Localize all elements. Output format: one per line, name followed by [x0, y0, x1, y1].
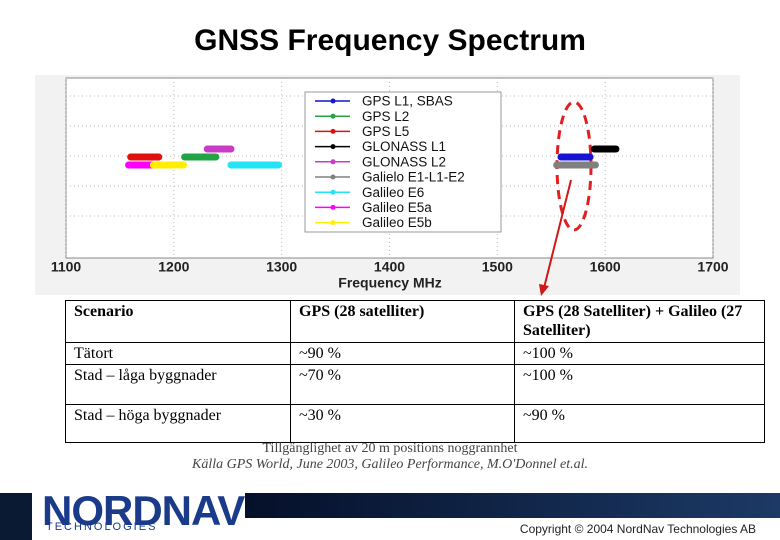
legend-marker	[330, 204, 336, 210]
legend-marker	[330, 220, 336, 226]
legend-label: GPS L1, SBAS	[362, 94, 453, 109]
chart: Frequency MHz 1100 1200 1300 1400 1500 1600 17…	[35, 75, 740, 296]
table-header-row: Scenario GPS (28 satelliter) GPS (28 Satel…	[65, 300, 765, 343]
legend-label: Galileo E5a	[362, 200, 432, 215]
legend-marker	[330, 98, 336, 104]
table-cell: Stad – låga byggnader	[65, 364, 291, 405]
table-cell: Tätort	[65, 342, 291, 365]
table-row: Tätort ~90 % ~100 %	[65, 342, 765, 365]
table-header-cell: GPS (28 Satelliter) + Galileo (27 Satell…	[514, 300, 765, 343]
legend-label: Galileo E6	[362, 185, 424, 200]
x-tick-label: 1600	[590, 259, 621, 275]
logo: NORDNAV	[42, 487, 245, 534]
legend-marker	[330, 189, 336, 195]
slide-title: GNSS Frequency Spectrum	[194, 24, 586, 57]
legend-marker	[330, 159, 336, 165]
copyright: Copyright © 2004 NordNav Technologies AB	[519, 522, 756, 536]
legend-label: Galileo E5b	[362, 215, 432, 230]
footer-bar	[245, 493, 780, 518]
arrow	[543, 179, 572, 289]
x-tick-label: 1300	[266, 259, 297, 275]
legend-label: GLONASS L2	[362, 154, 446, 169]
table-cell: Stad – höga byggnader	[65, 404, 291, 443]
x-tick-label: 1500	[482, 259, 513, 275]
footer-image	[0, 493, 32, 540]
table-cell: ~100 %	[514, 364, 765, 405]
caption: Tillgänglighet av 20 m positions noggran…	[262, 441, 518, 456]
legend-label: GPS L5	[362, 124, 409, 139]
legend-label: GPS L2	[362, 109, 409, 124]
x-axis-label: Frequency MHz	[338, 275, 441, 291]
table-header-cell: Scenario	[65, 300, 291, 343]
legend-marker	[330, 174, 336, 180]
legend-label: GLONASS L1	[362, 139, 446, 154]
x-tick-label: 1100	[51, 259, 82, 275]
table-row: Stad – höga byggnader ~30 % ~90 %	[65, 404, 765, 443]
table-cell: ~30 %	[290, 404, 515, 443]
table-cell: ~90 %	[290, 342, 515, 365]
table-cell: ~100 %	[514, 342, 765, 365]
legend-label: Galielo E1-L1-E2	[362, 170, 465, 185]
x-tick-label: 1200	[158, 259, 189, 275]
table-row: Stad – låga byggnader ~70 % ~100 %	[65, 364, 765, 405]
x-tick-label: 1700	[697, 259, 728, 275]
legend-marker	[330, 144, 336, 150]
legend-marker	[330, 113, 336, 119]
logo-sub: TECHNOLOGIES	[46, 521, 158, 533]
table-header-cell: GPS (28 satelliter)	[290, 300, 515, 343]
table-cell: ~90 %	[514, 404, 765, 443]
x-tick-label: 1400	[374, 259, 405, 275]
table-cell: ~70 %	[290, 364, 515, 405]
arrow-head	[539, 284, 549, 296]
footer-band	[0, 493, 780, 540]
source: Källa GPS World, June 2003, Galileo Perf…	[192, 457, 588, 472]
table: Scenario GPS (28 satelliter) GPS (28 Satel…	[65, 300, 765, 443]
legend-marker	[330, 128, 336, 134]
